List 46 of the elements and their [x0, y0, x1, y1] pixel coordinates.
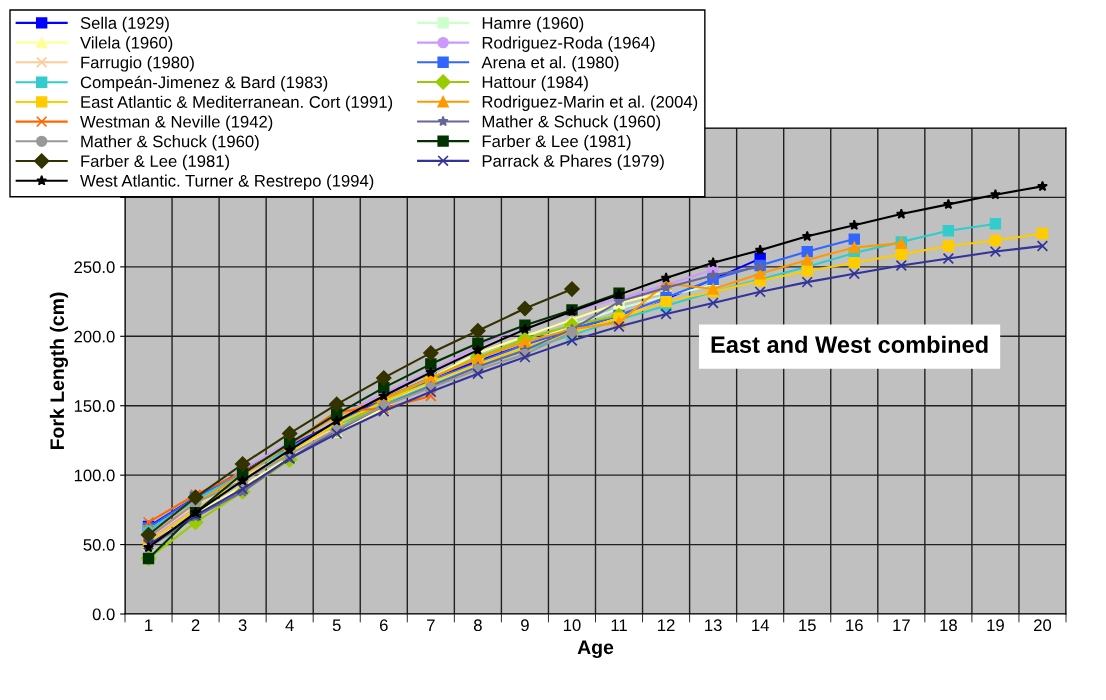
x-tick-label: 6: [379, 619, 388, 632]
legend-label: Vilela (1960): [80, 36, 173, 52]
legend-label: Parrack & Phares (1979): [482, 154, 664, 171]
x-tick-label: 19: [987, 619, 1004, 632]
legend-label: Hattour (1984): [482, 75, 588, 92]
legend-label: Farrugio (1980): [81, 56, 194, 72]
x-tick-label: 15: [799, 619, 816, 632]
legend-label: Hamre (1960): [482, 16, 584, 33]
y-axis-title: Fork Length (cm): [49, 292, 69, 450]
x-tick-label: 5: [332, 619, 341, 632]
y-tick-label: 250.0: [74, 261, 115, 274]
legend-label: Rodriguez-Roda (1964): [482, 36, 655, 52]
x-tick-label: 4: [285, 619, 294, 631]
y-tick-label: 50.0: [83, 538, 115, 551]
legend-label: Sella (1929): [80, 16, 169, 33]
x-tick-label: 3: [238, 619, 247, 632]
x-tick-label: 20: [1034, 619, 1052, 632]
x-tick-label: 2: [191, 619, 200, 631]
legend-label: Farber & Lee (1981): [482, 134, 631, 151]
x-tick-label: 13: [705, 619, 722, 632]
y-tick-label: 150.0: [74, 400, 115, 412]
legend-label: Rodriguez-Marin et al. (2004): [482, 95, 698, 112]
x-tick-label: 18: [940, 619, 957, 632]
annotation: East and West combined: [711, 335, 988, 354]
x-tick-label: 17: [893, 619, 910, 631]
x-tick-label: 1: [145, 619, 153, 631]
y-tick-label: 200.0: [74, 330, 115, 343]
legend-label: East Atlantic & Mediterranean. Cort (1991): [81, 95, 393, 112]
legend-label: Mather & Schuck (1960): [81, 135, 259, 151]
x-tick-label: 9: [521, 619, 529, 632]
legend-label: Farber & Lee (1981): [81, 154, 230, 171]
x-tick-label: 7: [427, 619, 435, 631]
legend-label: West Atlantic. Turner & Restrepo (1994): [80, 174, 374, 191]
legend-label: Westman & Neville (1942): [80, 115, 273, 131]
x-tick-label: 12: [658, 619, 675, 631]
legend-label: Mather & Schuck (1960): [482, 115, 661, 131]
legend-label: Compeán-Jimenez & Bard (1983): [80, 75, 328, 92]
x-tick-label: 16: [846, 619, 863, 632]
x-tick-label: 14: [752, 619, 769, 631]
y-tick-label: 100.0: [74, 469, 115, 482]
x-tick-label: 11: [611, 619, 627, 631]
x-tick-label: 10: [563, 619, 581, 632]
legend-label: Arena et al. (1980): [481, 56, 619, 72]
y-tick-label: 0.0: [92, 608, 115, 621]
x-tick-label: 8: [473, 619, 482, 632]
x-axis-title: Age: [577, 640, 614, 659]
